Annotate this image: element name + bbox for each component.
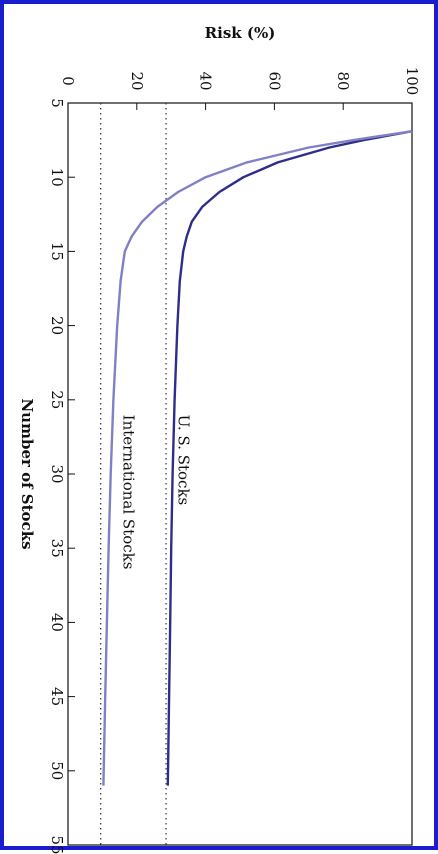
plot-border (67, 102, 413, 846)
x-tick-label: 50 (48, 761, 66, 780)
x-tick-label: 45 (48, 687, 66, 706)
series-line-us-stocks (166, 130, 413, 786)
x-tick-label: 20 (48, 316, 66, 335)
x-tick-label: 55 (48, 835, 66, 854)
y-tick-label: 0 (59, 76, 77, 86)
x-axis-title: Number of Stocks (18, 398, 36, 549)
series-label-us-stocks: U. S. Stocks (175, 415, 193, 506)
plot-layer: 0 20 40 60 80 100 5 10 15 20 25 30 35 40 45 50 55 U. S. S… (48, 67, 421, 854)
y-axis-title: Risk (%) (205, 24, 276, 42)
y-tick-label: 40 (197, 71, 215, 90)
y-tick-label: 20 (128, 71, 146, 90)
x-tick-label: 35 (48, 539, 66, 558)
x-tick-label: 40 (48, 613, 66, 632)
x-tick-label: 5 (48, 98, 66, 108)
series-line-international-stocks (102, 130, 413, 786)
diversification-risk-chart: 0 20 40 60 80 100 5 10 15 20 25 30 35 40 45 50 55 U. S. S… (18, 24, 421, 854)
y-tick-label: 60 (265, 71, 283, 90)
y-tick-label: 100 (403, 67, 421, 96)
y-tick-label: 80 (334, 71, 352, 90)
x-tick-label: 10 (48, 168, 66, 187)
x-tick-label: 15 (48, 242, 66, 261)
x-tick-label: 30 (48, 464, 66, 483)
x-tick-label: 25 (48, 390, 66, 409)
series-label-international-stocks: International Stocks (120, 415, 138, 570)
